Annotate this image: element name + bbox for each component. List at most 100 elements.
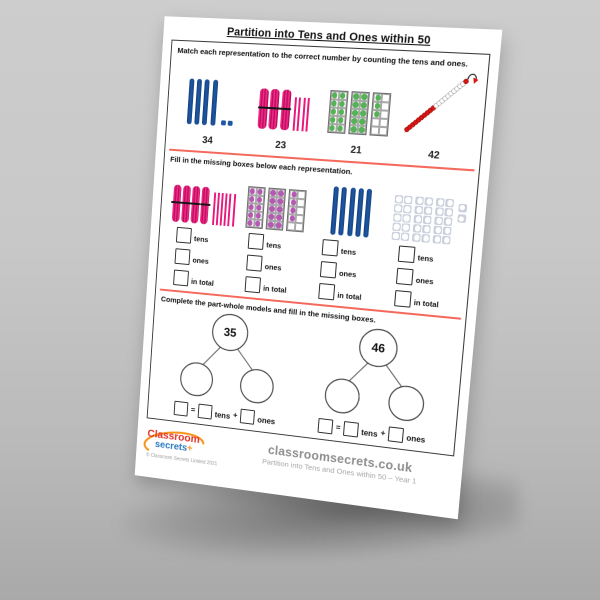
dot — [277, 198, 284, 205]
gcell — [422, 215, 432, 225]
answer-box — [173, 269, 189, 287]
bundle — [199, 186, 210, 225]
answer-box-group: tens ones in total — [318, 239, 387, 305]
box-label: in total — [413, 297, 440, 310]
answer-box — [318, 282, 336, 301]
gcell — [443, 217, 453, 227]
gcell — [457, 203, 467, 213]
rep-straw-bundles — [245, 61, 325, 132]
dot — [278, 190, 284, 197]
dot — [339, 101, 346, 107]
rep-purple-counters — [238, 172, 316, 234]
rod — [346, 187, 356, 237]
straws — [292, 97, 310, 132]
worksheet-page: Partition into Tens and Ones within 50 M… — [134, 16, 503, 520]
gdot — [423, 226, 430, 233]
plus-sign: + — [380, 427, 386, 438]
dot — [374, 94, 381, 101]
gdot — [444, 227, 451, 234]
dot — [248, 212, 254, 218]
dot — [291, 191, 297, 198]
answer-box — [174, 248, 191, 266]
dot — [338, 117, 344, 124]
gcell — [393, 204, 403, 213]
answer-row-ones: ones — [246, 254, 309, 276]
gdot — [415, 216, 422, 223]
fill-column: tens ones in total — [162, 166, 242, 290]
partwhole-row: 35 46 — [155, 306, 458, 429]
gdot — [402, 233, 409, 240]
section-fill: Fill in the missing boxes below each rep… — [162, 155, 472, 313]
dot — [352, 110, 358, 116]
gdot — [458, 215, 465, 222]
worksheet-frame: Match each representation to the correct… — [146, 39, 491, 457]
straws — [211, 192, 236, 227]
dot — [268, 214, 275, 220]
gcell — [394, 194, 404, 204]
answer-row-tens: tens — [397, 245, 465, 267]
frame10 — [286, 189, 307, 233]
dot — [360, 110, 366, 117]
answer-box — [319, 261, 337, 279]
fill-column: tens ones in total — [306, 177, 392, 305]
gblock — [412, 196, 434, 243]
gcell — [391, 231, 401, 241]
answer-row-ones: ones — [395, 267, 463, 290]
box-label: in total — [190, 276, 215, 288]
bead-string-icon — [398, 67, 479, 142]
rod — [363, 188, 373, 238]
dot — [350, 126, 357, 133]
gdot — [422, 235, 429, 242]
partwhole-model: 35 — [170, 308, 288, 409]
dot — [289, 207, 296, 214]
dot — [249, 196, 255, 203]
gdot — [414, 225, 421, 232]
answer-row-ones: ones — [174, 248, 235, 269]
rep-bead-string — [396, 69, 481, 142]
answer-box — [321, 239, 339, 257]
dot — [373, 111, 380, 118]
rep-gray-counters — [387, 182, 471, 246]
rod — [194, 78, 203, 125]
gcell — [424, 197, 434, 206]
gcell — [412, 224, 422, 233]
dot — [290, 199, 296, 206]
rod — [329, 186, 339, 236]
gcell — [400, 232, 410, 242]
answer-box — [394, 290, 412, 308]
gdot — [403, 215, 410, 222]
answer-row-total: in total — [244, 276, 308, 298]
dot — [353, 93, 360, 100]
dot — [255, 212, 262, 219]
gcell — [413, 214, 423, 224]
gcell — [434, 216, 444, 226]
gcell — [415, 196, 425, 206]
dot — [329, 125, 336, 131]
gcell — [412, 233, 422, 243]
gcell — [403, 204, 412, 214]
equals-sign: = — [190, 405, 196, 415]
gcell — [414, 205, 424, 215]
answer-row-tens: tens — [321, 239, 387, 261]
gdot — [446, 209, 453, 216]
gcell — [445, 198, 455, 208]
gdot — [404, 206, 411, 213]
section-match: Match each representation to the correct… — [171, 46, 482, 164]
gdot — [436, 208, 443, 215]
gcell — [422, 224, 432, 234]
gdot — [445, 218, 452, 225]
gcell — [393, 213, 402, 223]
dot — [358, 127, 365, 133]
rep-base10-blue — [173, 58, 250, 128]
onesq — [220, 120, 226, 126]
box-label: ones — [192, 255, 210, 266]
dot — [275, 222, 282, 229]
partwhole-diagram — [314, 322, 440, 426]
ones-label: ones — [405, 433, 426, 445]
tens-label: tens — [214, 410, 231, 421]
gcell — [401, 223, 411, 232]
dot — [268, 221, 274, 228]
answer-box — [317, 417, 334, 435]
gdot — [395, 205, 402, 212]
